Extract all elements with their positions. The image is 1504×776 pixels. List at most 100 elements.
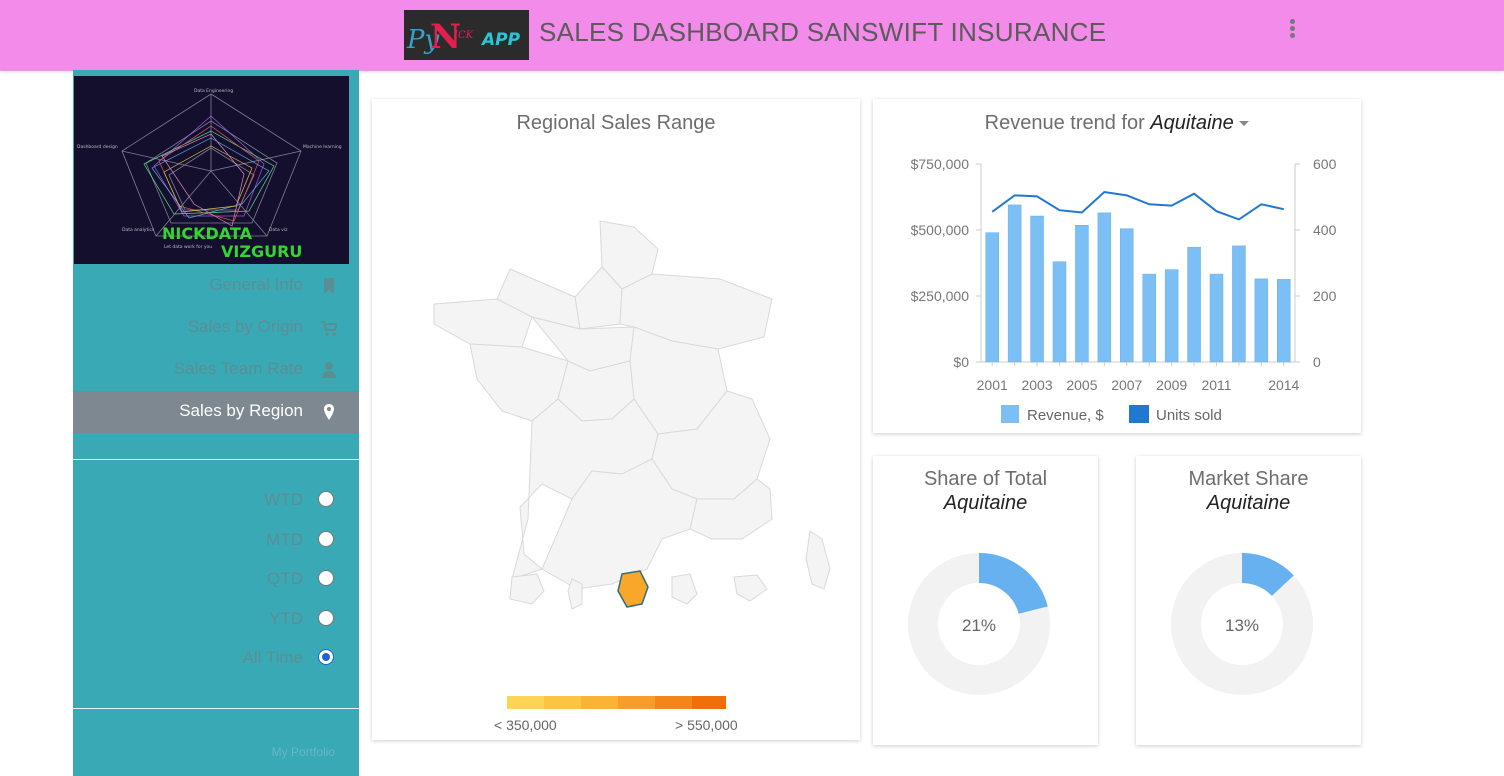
region-reunion[interactable] <box>671 573 698 605</box>
share-card-title: Share of Total <box>923 468 1048 490</box>
region-mayotte[interactable] <box>733 574 768 602</box>
market-card-title: Market Share <box>1188 468 1309 490</box>
region-highlight-aquitaine[interactable] <box>617 570 649 608</box>
revenue-bar[interactable] <box>1209 273 1224 363</box>
y-right-tick-label: 0 <box>1313 354 1321 370</box>
nav-item-sales-by-region[interactable]: Sales by Region <box>73 391 359 433</box>
page-title: SALES DASHBOARD SANSWIFT INSURANCE <box>539 17 1107 47</box>
portfolio-link[interactable]: My Portfolio <box>271 745 335 759</box>
svg-text:Data viz: Data viz <box>269 227 288 233</box>
legend-units-label[interactable]: Units sold <box>1156 407 1222 424</box>
y-right-tick-label: 400 <box>1313 222 1337 238</box>
donut-segment[interactable] <box>978 553 1048 615</box>
region-guadeloupe[interactable] <box>509 573 545 605</box>
svg-text:Data analytics: Data analytics <box>122 227 155 233</box>
revenue-bar[interactable] <box>1277 279 1291 363</box>
y-left-tick-label: $750,000 <box>911 156 970 172</box>
map-color-legend <box>507 696 726 709</box>
revenue-bar[interactable] <box>1254 278 1269 363</box>
market-share-card: Market Share Aquitaine 13% <box>1136 456 1361 745</box>
period-option-all-time[interactable]: All Time <box>73 644 359 672</box>
app-logo[interactable]: Py N ICK APP <box>404 10 529 60</box>
donut-segment[interactable] <box>1241 553 1294 597</box>
share-donut-chart <box>908 553 1050 695</box>
y-right-tick-label: 200 <box>1313 288 1337 304</box>
y-left-tick-label: $250,000 <box>911 288 970 304</box>
x-tick-label: 2011 <box>1201 377 1231 393</box>
banner-text-nickdata: NICKDATA <box>162 224 253 243</box>
map-regions[interactable] <box>433 220 831 610</box>
market-card-region: Aquitaine <box>1206 492 1291 514</box>
period-radio-wtd[interactable] <box>318 491 334 507</box>
legend-max-label: > 550,000 <box>675 717 738 733</box>
nav-item-general-info[interactable]: General Info <box>73 265 359 307</box>
nav-item-label: Sales Team Rate <box>173 359 303 378</box>
logo-py-text: Py <box>406 25 439 55</box>
period-radio-ytd[interactable] <box>318 610 334 626</box>
revenue-bar[interactable] <box>1232 245 1246 363</box>
radar-banner-image: Data Engineering Machine learning Dashbo… <box>74 76 349 264</box>
revenue-bar[interactable] <box>1007 204 1022 363</box>
sidebar-divider <box>73 708 359 709</box>
revenue-bar[interactable] <box>985 232 999 363</box>
france-map: < 350,000 > 550,000 <box>433 220 831 733</box>
region-corse[interactable] <box>805 530 831 590</box>
revenue-bar[interactable] <box>1030 215 1044 363</box>
more-menu-icon[interactable] <box>1287 19 1297 41</box>
period-radio-mtd[interactable] <box>318 531 334 547</box>
nav-item-sales-team-rate[interactable]: Sales Team Rate <box>73 349 359 391</box>
legend-min-label: < 350,000 <box>494 717 557 733</box>
period-option-wtd[interactable]: WTD <box>73 486 359 514</box>
map-card-title: Regional Sales Range <box>516 112 716 134</box>
market-percent-label: 13% <box>1224 616 1260 635</box>
period-option-qtd[interactable]: QTD <box>73 565 359 593</box>
units-sold-line[interactable] <box>991 190 1285 221</box>
period-label: MTD <box>266 530 303 549</box>
sidebar-divider <box>73 459 359 460</box>
region-dropdown[interactable]: Aquitaine <box>1150 112 1234 134</box>
svg-text:Machine learning: Machine learning <box>303 144 342 150</box>
top-bar: Py N ICK APP SALES DASHBOARD SANSWIFT IN… <box>0 0 1504 71</box>
region-picardie[interactable] <box>574 266 623 330</box>
nav-item-label: Sales by Region <box>179 401 303 420</box>
revenue-bar[interactable] <box>1097 212 1112 363</box>
revenue-bar[interactable] <box>1052 261 1067 363</box>
logo-ick-text: ICK <box>453 30 474 41</box>
nav-item-label: Sales by Origin <box>187 317 303 336</box>
period-label: All Time <box>242 648 303 667</box>
svg-text:Let data work for you: Let data work for you <box>164 244 212 250</box>
revenue-bar[interactable] <box>1075 224 1089 363</box>
market-donut-chart <box>1171 553 1313 695</box>
y-left-tick-label: $500,000 <box>911 222 970 238</box>
legend-units-swatch <box>1129 405 1149 423</box>
period-radio-qtd[interactable] <box>318 570 334 586</box>
region-paca[interactable] <box>689 478 773 540</box>
nav-item-sales-by-origin[interactable]: Sales by Origin <box>73 307 359 349</box>
revenue-bar[interactable] <box>1142 273 1156 363</box>
revenue-bar[interactable] <box>1187 246 1201 363</box>
period-label: WTD <box>264 490 303 509</box>
period-radio-all-time[interactable] <box>318 649 334 665</box>
banner-text-vizguru: VIZGURU <box>221 242 302 261</box>
user-icon <box>322 362 336 378</box>
revenue-bar[interactable] <box>1164 269 1179 363</box>
y-right-tick-label: 600 <box>1313 156 1337 172</box>
revenue-chart: $0 $250,000 $500,000 $750,000 0 200 400 600 2001… <box>911 156 1337 393</box>
map-marker-icon <box>324 404 334 420</box>
period-label: QTD <box>267 569 303 588</box>
period-label: YTD <box>269 609 303 628</box>
x-tick-label: 2005 <box>1066 377 1097 393</box>
dropdown-caret-icon[interactable] <box>1239 121 1250 127</box>
revenue-title-text: Revenue trend for <box>984 112 1145 134</box>
period-option-mtd[interactable]: MTD <box>73 526 359 554</box>
x-tick-label: 2014 <box>1268 377 1299 393</box>
x-tick-label: 2007 <box>1111 377 1142 393</box>
svg-text:Data Engineering: Data Engineering <box>194 88 233 94</box>
svg-text:Dashboard design: Dashboard design <box>77 144 118 150</box>
share-of-total-card: Share of Total Aquitaine 21% <box>873 456 1098 745</box>
legend-revenue-label[interactable]: Revenue, $ <box>1027 407 1104 424</box>
period-option-ytd[interactable]: YTD <box>73 605 359 633</box>
revenue-bar[interactable] <box>1120 228 1134 363</box>
region-martinique[interactable] <box>567 578 583 610</box>
regional-sales-card: Regional Sales Range <box>372 99 860 740</box>
